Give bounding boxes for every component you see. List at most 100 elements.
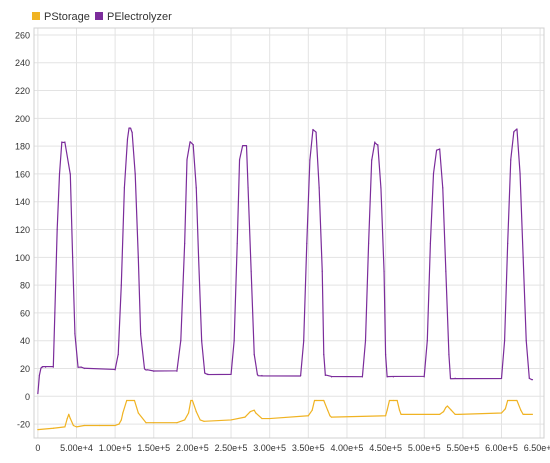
data-point-pelectrolyzer <box>303 340 305 342</box>
data-point-pelectrolyzer <box>309 159 311 161</box>
data-point-pelectrolyzer <box>435 149 438 151</box>
data-point-pelectrolyzer <box>44 366 47 368</box>
plot-area-frame <box>33 27 545 439</box>
data-point-pstorage <box>126 399 128 402</box>
legend-item-pelectrolyzer[interactable]: PElectrolyzer <box>95 11 172 23</box>
series-line-pelectrolyzer[interactable] <box>37 127 533 394</box>
data-point-pelectrolyzer <box>261 374 263 377</box>
data-point-pelectrolyzer <box>315 131 317 133</box>
data-point-pelectrolyzer <box>74 333 76 335</box>
legend-label-pelectrolyzer: PElectrolyzer <box>107 11 172 23</box>
data-point-pelectrolyzer <box>128 127 130 129</box>
series-line-pstorage[interactable] <box>37 399 533 431</box>
data-point-pstorage <box>118 423 120 425</box>
data-point-pstorage <box>114 424 116 427</box>
data-point-pelectrolyzer <box>37 392 39 395</box>
data-point-pelectrolyzer <box>64 141 66 143</box>
data-point-pelectrolyzer <box>519 173 521 175</box>
data-point-pstorage <box>450 409 452 411</box>
data-point-pelectrolyzer <box>131 131 133 133</box>
data-point-pelectrolyzer <box>374 141 376 143</box>
data-point-pelectrolyzer <box>137 256 139 258</box>
data-point-pelectrolyzer <box>312 128 314 131</box>
data-point-pstorage <box>522 413 524 415</box>
x-tick-label: 4.00e+5 <box>331 443 364 453</box>
data-point-pstorage <box>68 413 70 415</box>
data-point-pstorage <box>190 399 192 402</box>
x-tick-label: 1.50e+5 <box>137 443 170 453</box>
y-tick-label: 120 <box>15 225 30 235</box>
data-point-pelectrolyzer <box>247 187 249 189</box>
data-point-pelectrolyzer <box>516 128 518 131</box>
data-point-pstorage <box>500 412 503 414</box>
data-point-pelectrolyzer <box>321 270 323 272</box>
data-point-pelectrolyzer <box>432 173 435 175</box>
data-point-pstorage <box>329 415 331 417</box>
data-point-pelectrolyzer <box>153 370 155 372</box>
data-point-pelectrolyzer <box>525 340 527 342</box>
x-tick-label: 2.00e+5 <box>176 443 209 453</box>
data-point-pstorage <box>442 410 445 413</box>
data-point-pstorage <box>69 417 71 420</box>
data-point-pelectrolyzer <box>195 187 197 189</box>
data-point-pelectrolyzer <box>531 379 534 381</box>
data-point-pstorage <box>199 419 201 421</box>
data-point-pelectrolyzer <box>371 159 373 161</box>
data-point-pelectrolyzer <box>448 354 450 356</box>
data-point-pelectrolyzer <box>114 369 116 371</box>
x-tick-label: 2.50e+5 <box>215 443 248 453</box>
data-point-pelectrolyzer <box>38 374 41 377</box>
data-point-pelectrolyzer <box>429 242 432 245</box>
data-point-pelectrolyzer <box>134 173 136 175</box>
data-point-pelectrolyzer <box>386 376 388 378</box>
data-point-pelectrolyzer <box>439 148 441 150</box>
data-point-pstorage <box>307 415 309 417</box>
data-point-pstorage <box>133 399 136 402</box>
data-point-pelectrolyzer <box>58 173 61 175</box>
data-point-pstorage <box>187 412 190 414</box>
y-tick-label: 0 <box>25 392 30 402</box>
y-tick-label: 260 <box>15 30 30 40</box>
data-point-pelectrolyzer <box>77 366 79 368</box>
data-point-pstorage <box>520 409 522 411</box>
data-point-pelectrolyzer <box>384 354 387 356</box>
grid-lines <box>34 28 544 438</box>
data-point-pelectrolyzer <box>242 145 244 147</box>
data-point-pstorage <box>311 409 313 411</box>
data-point-pstorage <box>137 412 139 414</box>
data-point-pelectrolyzer <box>361 376 364 378</box>
data-point-pelectrolyzer <box>238 159 241 161</box>
data-point-pelectrolyzer <box>201 340 203 342</box>
x-tick-label: 5.00e+4 <box>60 443 93 453</box>
data-point-pelectrolyzer <box>52 366 54 368</box>
data-point-pelectrolyzer <box>143 367 146 370</box>
data-point-pstorage <box>315 399 317 402</box>
data-point-pstorage <box>400 413 402 415</box>
data-point-pelectrolyzer <box>528 377 530 379</box>
data-point-pelectrolyzer <box>145 369 147 371</box>
data-point-pstorage <box>184 419 186 421</box>
y-tick-label: 60 <box>20 308 30 318</box>
data-point-pstorage <box>330 416 333 418</box>
data-point-pstorage <box>244 416 246 418</box>
y-tick-label: 140 <box>15 197 30 207</box>
legend-item-pstorage[interactable]: PStorage <box>32 11 90 23</box>
data-point-pelectrolyzer <box>83 367 85 370</box>
data-point-pelectrolyzer <box>256 373 258 375</box>
data-point-pelectrolyzer <box>176 370 178 372</box>
data-point-pelectrolyzer <box>454 377 456 379</box>
data-point-pstorage <box>458 413 460 415</box>
data-point-pstorage <box>396 399 398 402</box>
x-tick-label: 4.50e+5 <box>369 443 402 453</box>
data-point-pelectrolyzer <box>250 270 252 272</box>
data-point-pelectrolyzer <box>120 284 122 286</box>
data-point-pelectrolyzer <box>445 270 447 272</box>
data-point-pstorage <box>230 419 232 421</box>
x-tick-label: 1.00e+5 <box>99 443 132 453</box>
x-tick-label: 6.00e+5 <box>485 443 518 453</box>
y-tick-label: 80 <box>20 281 30 291</box>
data-point-pelectrolyzer <box>306 242 308 245</box>
data-point-pelectrolyzer <box>500 377 503 379</box>
y-tick-label: 40 <box>20 336 30 346</box>
